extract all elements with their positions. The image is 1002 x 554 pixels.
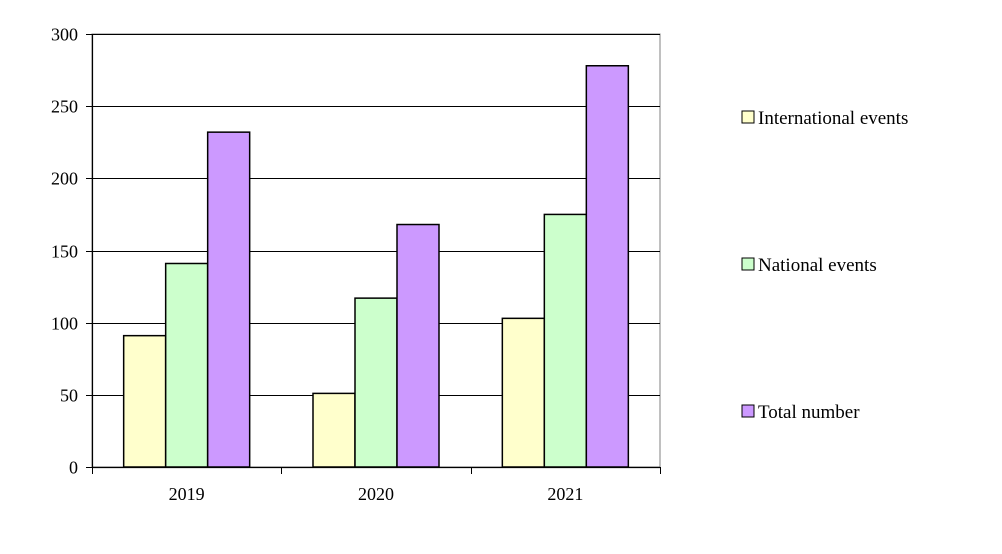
y-tick-label: 0 [69, 458, 78, 478]
legend-label: International events [758, 108, 908, 129]
x-tick-labels: 2019 2020 2021 [169, 484, 584, 504]
legend-swatch [741, 257, 755, 271]
axes [86, 34, 661, 474]
bar [312, 392, 356, 468]
bar [501, 317, 546, 468]
y-tick-label: 50 [60, 386, 78, 406]
bar [585, 65, 630, 468]
y-tick-label: 150 [51, 242, 78, 262]
y-tick-label: 200 [51, 169, 78, 189]
y-tick-labels: 0 50 100 150 200 250 300 [51, 25, 78, 478]
y-tick-label: 300 [51, 25, 78, 45]
legend-label: National events [758, 255, 877, 276]
bar [354, 297, 398, 468]
x-tick-label: 2020 [358, 484, 394, 504]
bar [206, 131, 251, 468]
bar [164, 262, 209, 468]
legend-label: Total number [758, 402, 860, 423]
bars [122, 65, 630, 468]
y-tick-label: 100 [51, 314, 78, 334]
y-tick-label: 250 [51, 97, 78, 117]
bar [396, 223, 440, 468]
bar [543, 213, 588, 468]
bar [122, 334, 167, 468]
legend-swatch [741, 404, 755, 418]
legend: International events National events Total… [741, 108, 908, 423]
x-tick-label: 2019 [169, 484, 205, 504]
legend-swatch [741, 110, 755, 124]
x-tick-label: 2021 [547, 484, 583, 504]
